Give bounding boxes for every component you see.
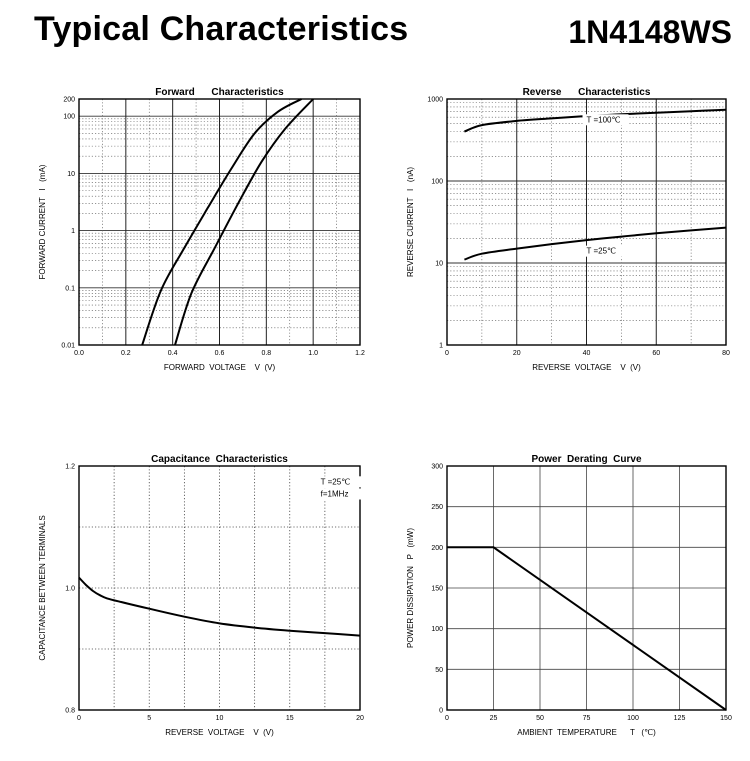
chart-title: Reverse Characteristics [523, 87, 651, 98]
y-tick-label: 200 [431, 545, 443, 552]
x-axis-label: REVERSE VOLTAGE V (V) [532, 363, 641, 372]
y-tick-label: 1.2 [65, 464, 75, 471]
x-tick-label: 0.4 [168, 350, 178, 357]
y-axis-label: REVERSE CURRENT I (nA) [406, 167, 415, 277]
part-number: 1N4148WS [568, 14, 732, 50]
x-tick-label: 10 [216, 715, 224, 722]
series-line-0 [447, 546, 727, 711]
annotation-background [582, 245, 629, 257]
x-axis-label: REVERSE VOLTAGE V (V) [165, 728, 274, 737]
x-tick-label: 0 [77, 715, 81, 722]
gridlines [446, 465, 727, 711]
page-title: Typical Characteristics [34, 10, 409, 48]
y-axis-label: FORWARD CURRENT I (mA) [38, 164, 47, 279]
annotation-background [582, 114, 629, 126]
x-tick-label: 5 [147, 715, 151, 722]
y-tick-label: 250 [431, 504, 443, 511]
y-tick-label: 150 [431, 586, 443, 593]
series-line-0 [78, 576, 361, 637]
x-tick-label: 20 [356, 715, 364, 722]
x-axis-label: FORWARD VOLTAGE V (V) [164, 363, 276, 372]
x-tick-label: 25 [490, 715, 498, 722]
x-tick-label: 150 [720, 715, 732, 722]
y-tick-label: 1.0 [65, 586, 75, 593]
y-tick-label: 1 [439, 343, 443, 350]
x-tick-label: 1.2 [355, 350, 365, 357]
annotation-label: f=1MHz [321, 490, 349, 499]
x-tick-label: 20 [513, 350, 521, 357]
y-tick-label: 10 [67, 171, 75, 178]
plot-frame [446, 465, 727, 711]
y-tick-label: 1 [71, 228, 75, 235]
x-tick-label: 50 [536, 715, 544, 722]
y-tick-label: 0.01 [61, 343, 75, 350]
y-tick-label: 0.8 [65, 708, 75, 715]
y-tick-label: 300 [431, 464, 443, 471]
y-tick-label: 0.1 [65, 285, 75, 292]
plot-frame [78, 98, 361, 346]
y-tick-label: 10 [435, 261, 443, 268]
y-axis-label: CAPACITANCE BETWEEN TERMINALS [38, 515, 47, 660]
x-tick-label: 0 [445, 350, 449, 357]
annotation-label: T =25℃ [321, 477, 351, 486]
y-axis-label: POWER DISSIPATION P (mW) [406, 528, 415, 648]
x-tick-label: 80 [722, 350, 730, 357]
annotation-background [316, 488, 363, 500]
y-tick-label: 100 [431, 626, 443, 633]
x-axis-label: AMBIENT TEMPERATURE T (℃) [517, 728, 656, 737]
chart-title: Forward Characteristics [155, 87, 284, 98]
y-tick-label: 0 [439, 708, 443, 715]
x-tick-label: 60 [652, 350, 660, 357]
x-tick-label: 0 [445, 715, 449, 722]
annotation-label: T =25℃ [587, 247, 617, 256]
y-tick-label: 200 [63, 97, 75, 104]
x-tick-label: 75 [583, 715, 591, 722]
series-line-1 [174, 98, 314, 346]
chart-title: Power Derating Curve [531, 454, 641, 465]
y-tick-label: 100 [63, 114, 75, 121]
x-tick-label: 40 [583, 350, 591, 357]
x-tick-label: 0.6 [215, 350, 225, 357]
x-tick-label: 1.0 [308, 350, 318, 357]
y-tick-label: 1000 [427, 97, 443, 104]
chart-title: Capacitance Characteristics [151, 454, 288, 465]
plot-frame [446, 98, 727, 346]
annotation-label: T =100℃ [587, 115, 621, 124]
y-tick-label: 100 [431, 179, 443, 186]
x-tick-label: 0.2 [121, 350, 131, 357]
x-tick-label: 15 [286, 715, 294, 722]
x-tick-label: 125 [674, 715, 686, 722]
annotation-background [316, 476, 363, 488]
series-line-1 [464, 226, 727, 261]
series-line-0 [141, 98, 302, 346]
x-tick-label: 0.0 [74, 350, 84, 357]
plot-frame [78, 465, 361, 711]
x-tick-label: 100 [627, 715, 639, 722]
y-tick-label: 50 [435, 667, 443, 674]
x-tick-label: 0.8 [261, 350, 271, 357]
